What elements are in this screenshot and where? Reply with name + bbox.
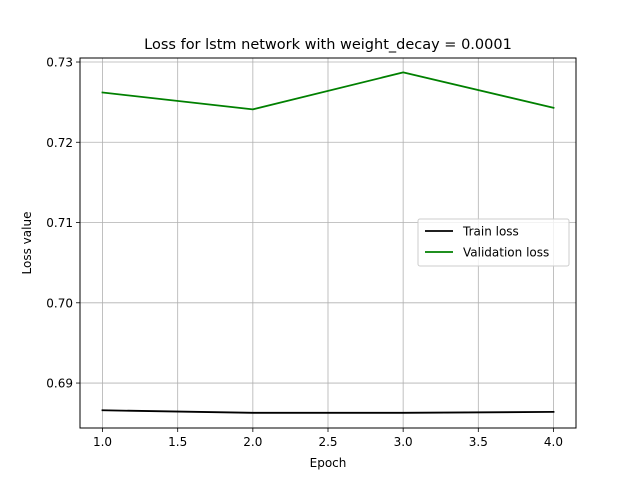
legend-box xyxy=(417,218,570,267)
y-tick-label: 0.69 xyxy=(46,377,73,391)
y-axis-ticks: 0.69 0.70 0.71 0.72 0.73 xyxy=(46,56,80,391)
y-tick-label: 0.71 xyxy=(46,216,73,230)
chart-title: Loss for lstm network with weight_decay … xyxy=(144,37,512,53)
plot-frame xyxy=(79,57,577,429)
x-tick-label: 2.5 xyxy=(318,435,337,449)
series-line-train-loss xyxy=(101,409,555,414)
y-tick-label: 0.73 xyxy=(46,56,73,70)
y-tick-label: 0.70 xyxy=(46,296,73,310)
x-tick-label: 2.0 xyxy=(243,435,262,449)
x-tick-label: 3.5 xyxy=(469,435,488,449)
series-line-validation-loss xyxy=(101,71,555,111)
x-tick-label: 1.0 xyxy=(93,435,112,449)
x-axis-ticks: 1.0 1.5 2.0 2.5 3.0 3.5 4.0 xyxy=(93,428,563,449)
x-tick-label: 4.0 xyxy=(544,435,563,449)
legend: Train loss Validation loss xyxy=(417,218,570,267)
x-axis-label: Epoch xyxy=(310,456,347,470)
legend-label-validation: Validation loss xyxy=(463,246,549,260)
y-axis-label: Loss value xyxy=(20,212,34,275)
x-tick-label: 3.0 xyxy=(394,435,413,449)
series-lines xyxy=(101,71,555,414)
y-tick-label: 0.72 xyxy=(46,136,73,150)
legend-label-train: Train loss xyxy=(462,225,519,239)
x-tick-label: 1.5 xyxy=(168,435,187,449)
